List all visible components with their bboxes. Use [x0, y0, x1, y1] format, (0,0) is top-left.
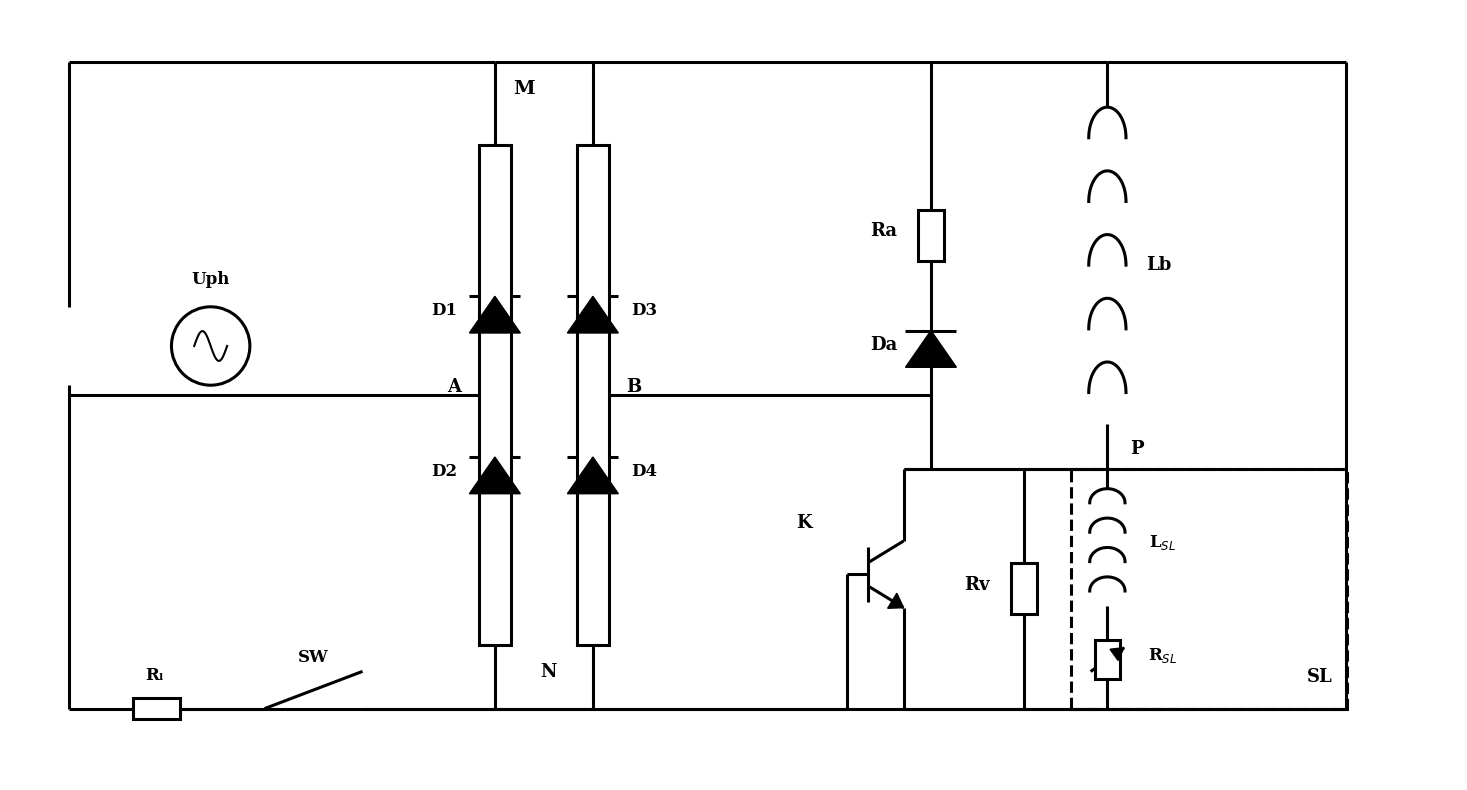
Polygon shape: [568, 457, 619, 494]
Bar: [918, 210, 943, 261]
Text: Da: Da: [870, 336, 898, 354]
Text: D1: D1: [431, 303, 456, 319]
Text: K: K: [795, 514, 811, 532]
Text: Uph: Uph: [192, 271, 230, 288]
Text: Rₗ: Rₗ: [145, 667, 164, 684]
Text: D3: D3: [631, 303, 657, 319]
Text: A: A: [447, 378, 461, 396]
Polygon shape: [1111, 648, 1124, 660]
Text: SL: SL: [1307, 668, 1334, 687]
Text: SW: SW: [298, 649, 329, 666]
Bar: [1011, 563, 1037, 614]
Text: P: P: [1130, 440, 1144, 458]
Text: D2: D2: [431, 463, 458, 480]
Bar: [133, 698, 180, 720]
Text: D4: D4: [631, 463, 657, 480]
Text: N: N: [540, 664, 557, 681]
Bar: [577, 145, 609, 645]
Text: R$_{SL}$: R$_{SL}$: [1147, 646, 1177, 665]
Text: Rv: Rv: [964, 576, 990, 593]
Bar: [1071, 468, 1348, 709]
Polygon shape: [469, 457, 521, 494]
Text: Ra: Ra: [870, 222, 898, 240]
Bar: [1096, 640, 1119, 679]
Polygon shape: [905, 330, 956, 367]
Text: Lb: Lb: [1146, 256, 1171, 274]
Polygon shape: [568, 296, 619, 333]
Text: L$_{SL}$: L$_{SL}$: [1149, 532, 1175, 551]
Polygon shape: [888, 593, 904, 608]
Bar: [480, 145, 511, 645]
Polygon shape: [469, 296, 521, 333]
Text: B: B: [626, 378, 641, 396]
Text: M: M: [513, 81, 535, 98]
